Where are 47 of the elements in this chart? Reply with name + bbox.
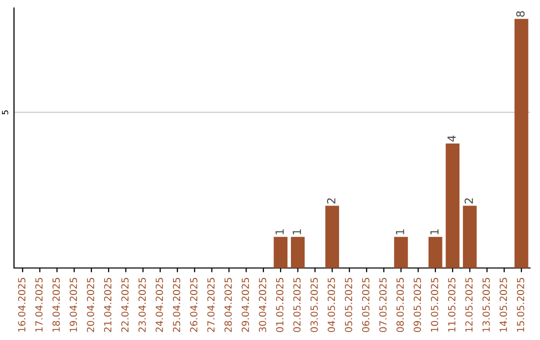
x-tick-label: 12.05.2025 xyxy=(465,278,473,332)
bar xyxy=(428,236,442,268)
x-tick-label: 18.04.2025 xyxy=(52,278,60,332)
bar xyxy=(446,143,460,268)
data-label: 2 xyxy=(464,198,473,204)
data-label: 1 xyxy=(396,229,404,234)
x-tick-label: 30.04.2025 xyxy=(258,278,266,332)
x-tick-label: 20.04.2025 xyxy=(86,278,94,332)
bar xyxy=(514,18,528,268)
bar xyxy=(274,236,288,268)
x-tick-label: 15.05.2025 xyxy=(516,278,524,332)
x-tick-label: 29.04.2025 xyxy=(242,278,250,332)
x-tick-label: 13.05.2025 xyxy=(482,278,490,332)
x-tick-label: 10.05.2025 xyxy=(430,278,438,332)
x-tick-label: 02.05.2025 xyxy=(293,278,301,332)
x-tick-label: 09.05.2025 xyxy=(414,278,422,332)
data-label: 1 xyxy=(430,229,438,234)
x-tick-label: 24.04.2025 xyxy=(156,278,164,332)
x-tick-label: 23.04.2025 xyxy=(138,278,146,332)
x-tick-label: 28.04.2025 xyxy=(224,278,232,332)
data-label: 2 xyxy=(327,198,336,204)
x-tick-label: 03.05.2025 xyxy=(310,278,318,332)
x-tick-label: 16.04.2025 xyxy=(18,278,26,332)
x-tick-label: 11.05.2025 xyxy=(448,278,456,332)
x-tick-label: 14.05.2025 xyxy=(500,278,508,332)
bar xyxy=(290,236,305,268)
data-label: 1 xyxy=(292,229,301,234)
x-tick-label: 27.04.2025 xyxy=(207,278,215,332)
x-tick-label: 19.04.2025 xyxy=(70,278,78,332)
x-tick-label: 08.05.2025 xyxy=(396,278,404,332)
x-tick-label: 01.05.2025 xyxy=(276,278,284,332)
data-label: 1 xyxy=(276,229,284,234)
x-tick-label: 07.05.2025 xyxy=(379,278,387,332)
bar xyxy=(325,206,340,268)
data-label: 8 xyxy=(516,11,525,17)
x-tick-label: 26.04.2025 xyxy=(190,278,198,332)
x-tick-label: 04.05.2025 xyxy=(328,278,336,332)
x-tick-label: 06.05.2025 xyxy=(362,278,370,332)
x-tick-label: 21.04.2025 xyxy=(104,278,112,332)
x-tick-label: 05.05.2025 xyxy=(344,278,352,332)
bar xyxy=(394,236,408,268)
x-tick-label: 22.04.2025 xyxy=(121,278,129,332)
data-label: 4 xyxy=(448,136,456,142)
bar xyxy=(462,206,477,268)
y-tick-label: 5 xyxy=(2,110,8,114)
x-tick-label: 17.04.2025 xyxy=(35,278,43,332)
x-tick-label: 25.04.2025 xyxy=(172,278,180,332)
